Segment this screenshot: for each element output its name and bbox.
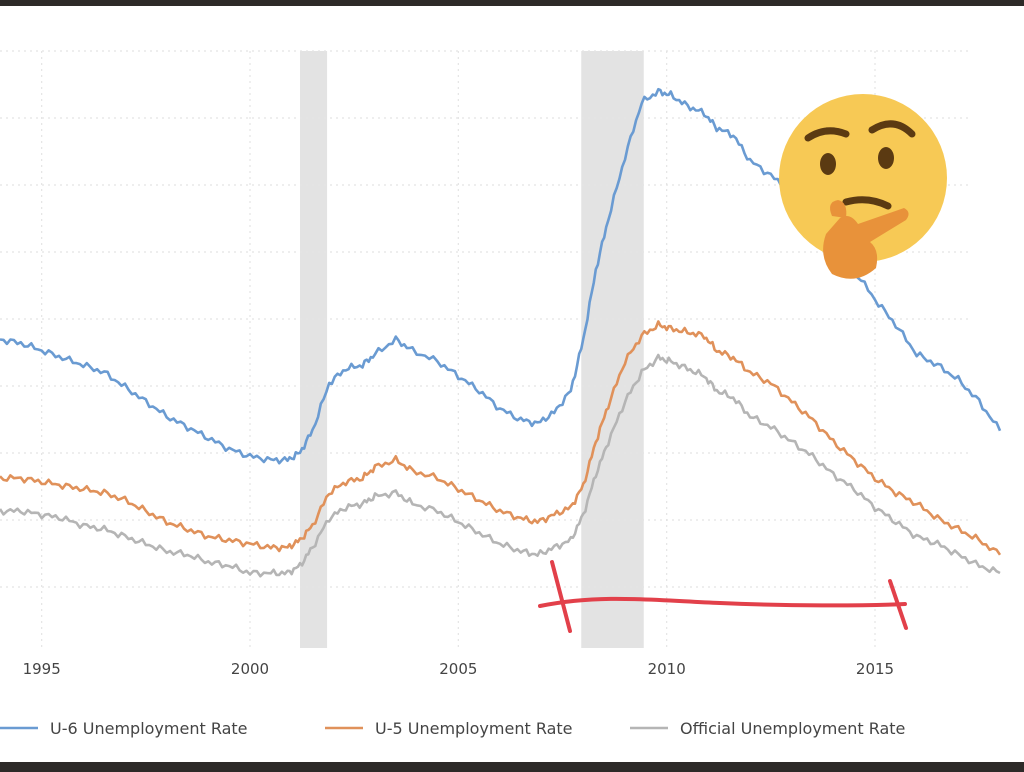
x-tick-label-2005: 2005	[439, 660, 477, 678]
legend: U-6 Unemployment Rate U-5 Unemployment Ra…	[0, 719, 905, 738]
x-tick-label-2000: 2000	[231, 660, 269, 678]
legend-label-1: U-6 Unemployment Rate	[50, 719, 248, 738]
grid	[0, 50, 970, 648]
legend-label-3: Official Unemployment Rate	[680, 719, 905, 738]
series-line-2	[0, 320, 1002, 556]
recession-bands	[300, 51, 644, 648]
series-line-1	[0, 87, 1002, 465]
x-tick-label-1995: 1995	[23, 660, 61, 678]
x-tick-label-2015: 2015	[856, 660, 894, 678]
x-tick-label-2010: 2010	[648, 660, 686, 678]
chart-frame: 1995 2000 2005 2010 2015 U-6 Unemployment Ra…	[0, 6, 1024, 762]
bracket-right-tick	[888, 579, 908, 630]
bracket-left-tick	[550, 560, 572, 633]
unemployment-chart: 1995 2000 2005 2010 2015 U-6 Unemployment Ra…	[0, 50, 1002, 738]
series-lines	[0, 87, 1002, 578]
bracket-line	[538, 596, 907, 608]
red-annotation-bracket	[538, 560, 908, 633]
thinking-face-icon	[779, 94, 947, 279]
series-line-3	[0, 353, 1001, 578]
x-axis-ticks: 1995 2000 2005 2010 2015	[23, 660, 895, 678]
legend-label-2: U-5 Unemployment Rate	[375, 719, 573, 738]
